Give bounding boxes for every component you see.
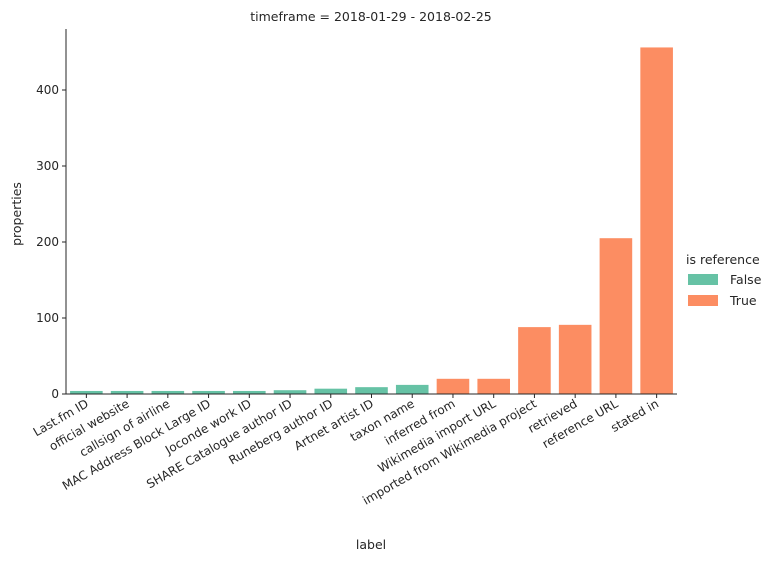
- bar-3: [192, 390, 225, 394]
- y-tick-label: 0: [51, 387, 59, 401]
- legend-swatch-true: [688, 295, 718, 306]
- y-tick-label: 100: [36, 311, 59, 325]
- bar-9: [436, 378, 470, 394]
- y-axis-label: properties: [9, 182, 24, 246]
- legend: is reference False True: [686, 252, 762, 308]
- bar-11: [518, 327, 551, 394]
- chart-title: timeframe = 2018-01-29 - 2018-02-25: [250, 9, 491, 24]
- bars-group: [70, 47, 673, 394]
- bar-12: [558, 324, 592, 394]
- bar-5: [273, 390, 307, 394]
- bar-2: [151, 390, 185, 394]
- bar-1: [110, 390, 144, 394]
- x-axis-label: label: [356, 537, 386, 552]
- bar-8: [395, 384, 429, 394]
- legend-label-true: True: [729, 293, 757, 308]
- bar-4: [233, 390, 266, 394]
- legend-label-false: False: [730, 272, 762, 287]
- y-tick-label: 400: [36, 83, 59, 97]
- legend-title: is reference: [686, 252, 760, 267]
- y-axis: 0 100 200 300 400: [36, 29, 67, 401]
- legend-swatch-false: [688, 274, 718, 285]
- bar-7: [355, 387, 388, 394]
- bar-14: [640, 47, 673, 394]
- y-tick-label: 200: [36, 235, 59, 249]
- bar-10: [477, 378, 510, 394]
- bar-6: [314, 388, 348, 394]
- y-tick-label: 300: [36, 159, 59, 173]
- bar-0: [70, 390, 103, 394]
- bar-13: [599, 238, 633, 394]
